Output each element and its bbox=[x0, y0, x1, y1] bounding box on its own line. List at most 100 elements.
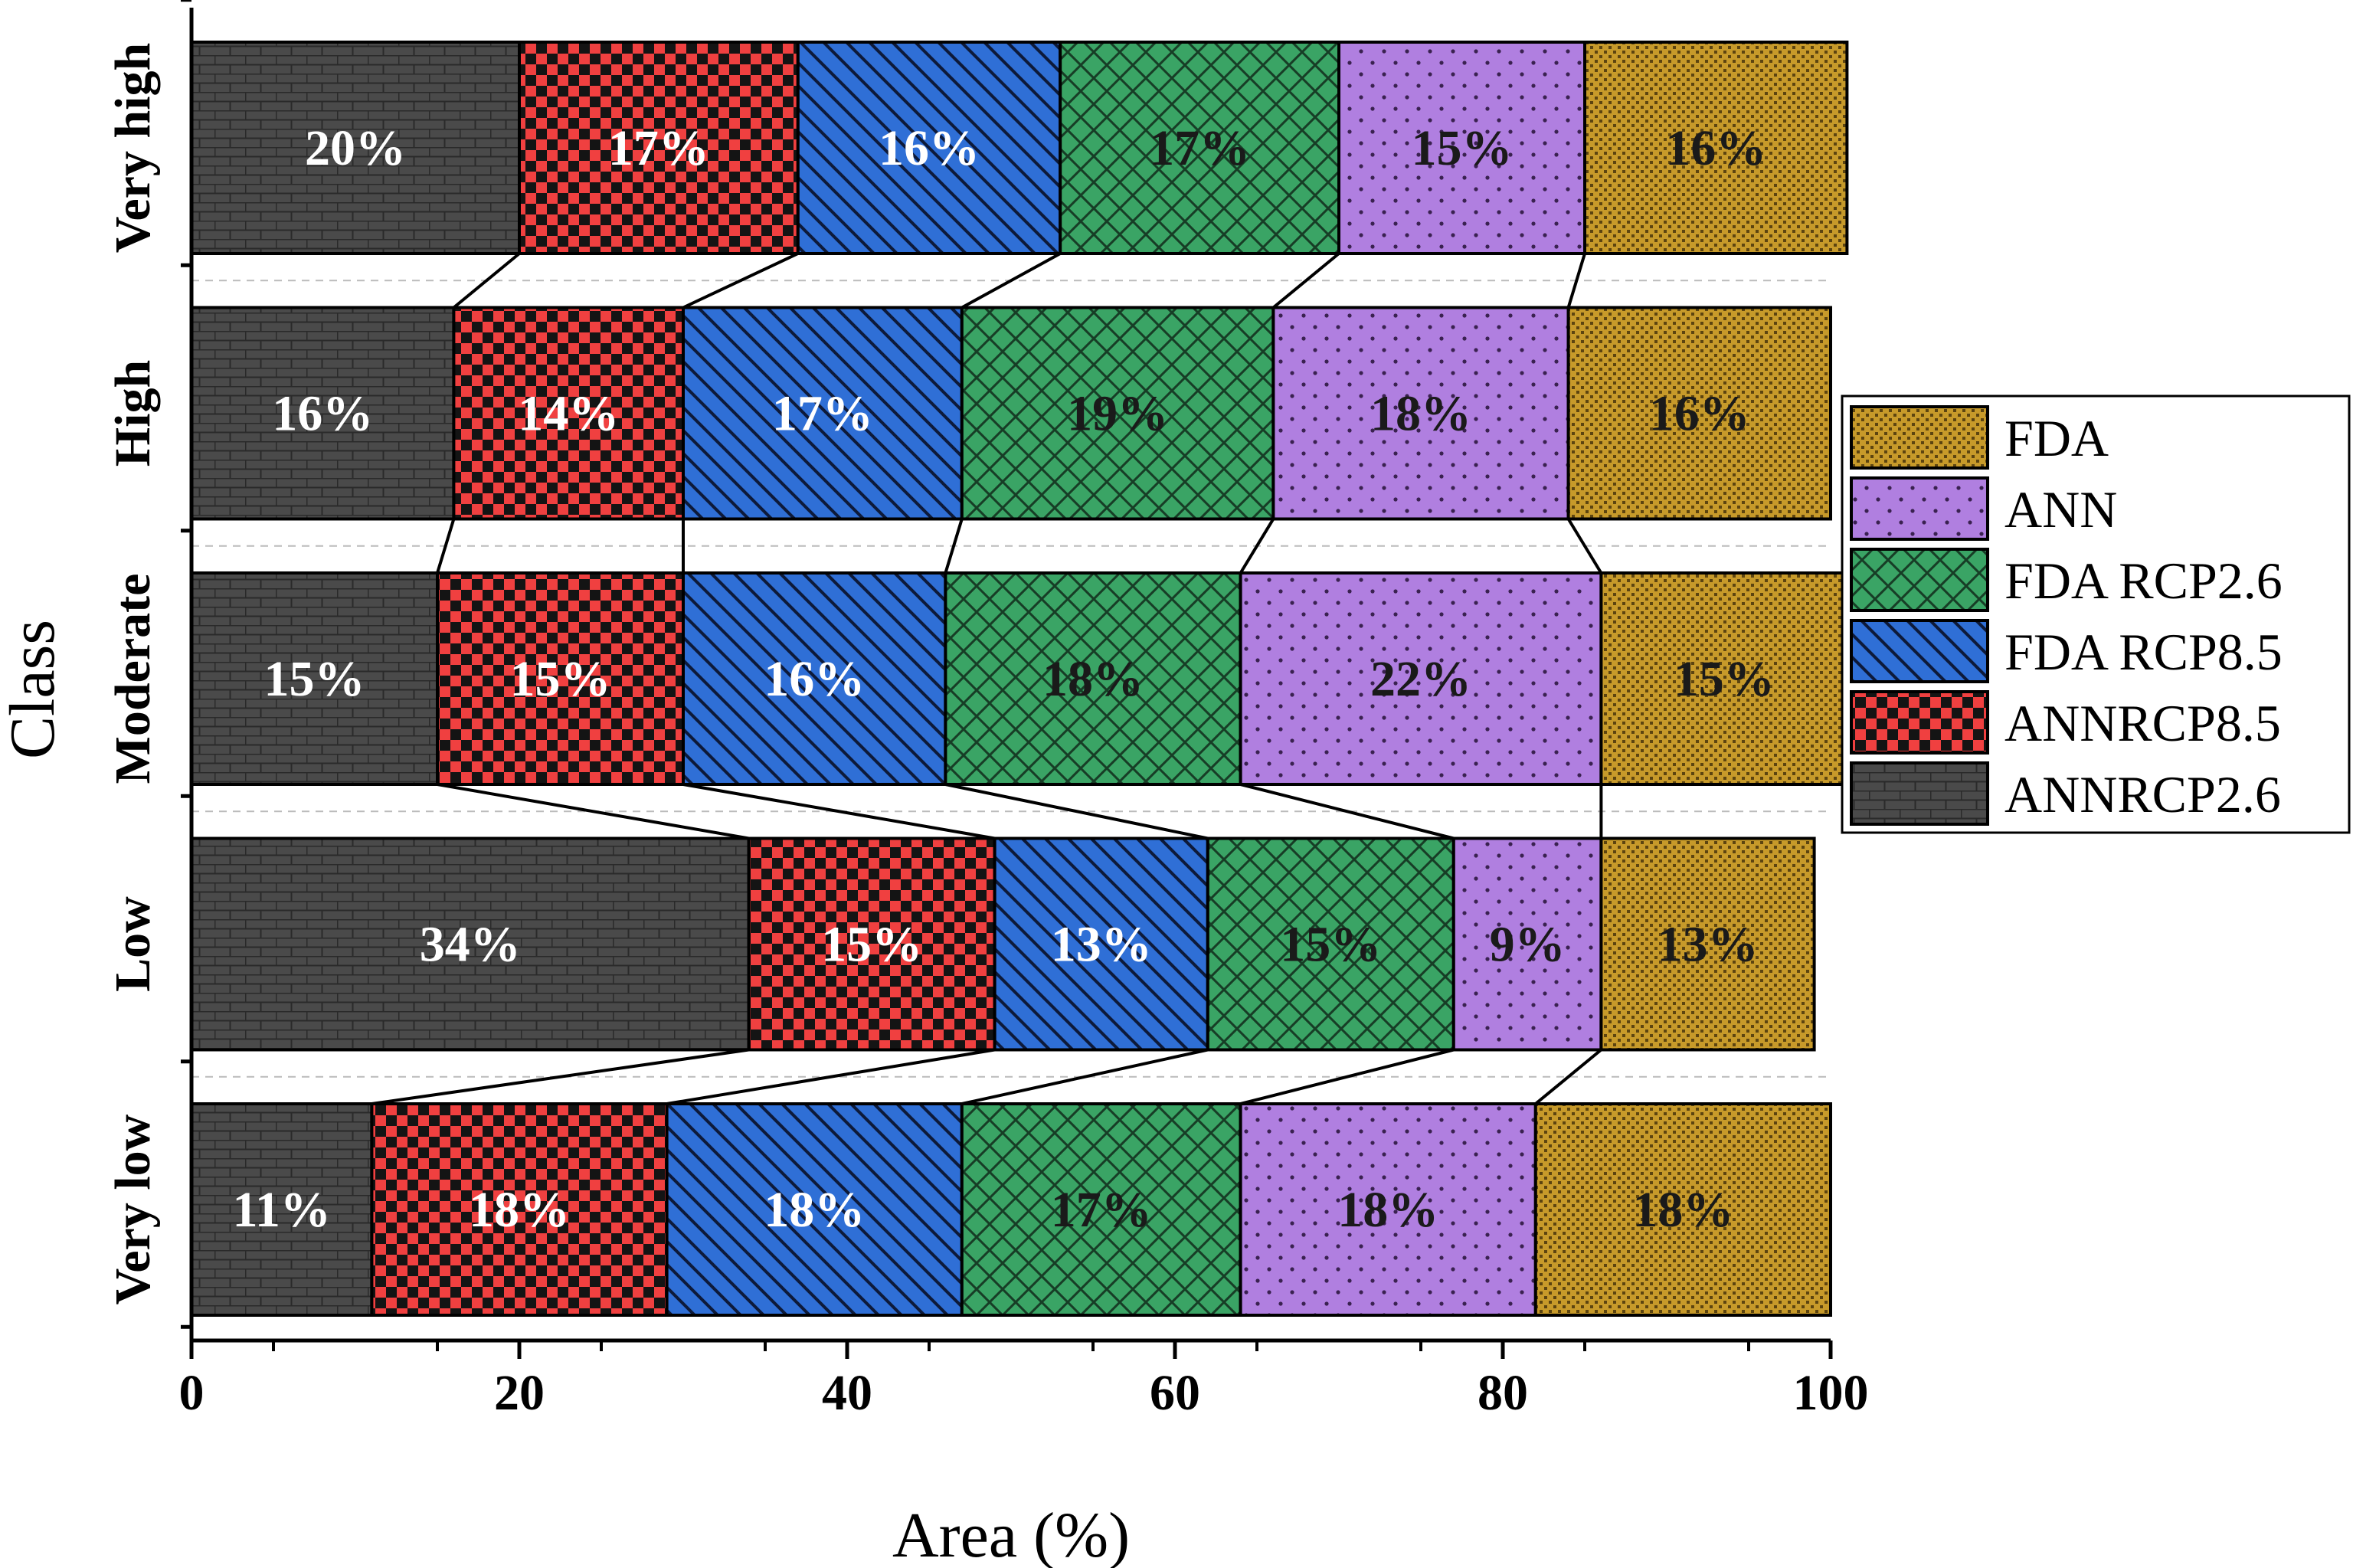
x-axis-title: Area (%) bbox=[892, 1500, 1130, 1568]
category-label-moderate: Moderate bbox=[105, 574, 161, 784]
bar-moderate-annrcp8-5 bbox=[436, 571, 685, 786]
connector-line bbox=[666, 1048, 995, 1105]
bar-very-low-fda-rcp8-5 bbox=[665, 1102, 964, 1317]
bar-high-fda-rcp8-5 bbox=[682, 306, 964, 521]
data-label-moderate-annrcp2-6: 15% bbox=[264, 651, 365, 707]
connector-line bbox=[1272, 252, 1340, 309]
bar-high-fda bbox=[1566, 306, 1832, 521]
legend-label-fda-rcp8-5: FDA RCP8.5 bbox=[2004, 623, 2283, 681]
x-tick-label: 100 bbox=[1793, 1365, 1869, 1421]
connector-line bbox=[944, 783, 1209, 840]
bar-low-annrcp2-6 bbox=[190, 836, 751, 1052]
connector-line bbox=[1239, 518, 1275, 574]
data-label-moderate-fda-rcp2-6: 18% bbox=[1042, 651, 1144, 707]
bar-very-low-fda bbox=[1533, 1102, 1833, 1317]
data-label-very-high-ann: 15% bbox=[1412, 120, 1513, 176]
bar-very-low-annrcp8-5 bbox=[370, 1102, 669, 1317]
legend-label-annrcp8-5: ANNRCP8.5 bbox=[2004, 694, 2281, 752]
category-label-low: Low bbox=[105, 896, 161, 992]
data-label-high-fda: 16% bbox=[1649, 386, 1750, 442]
data-label-high-annrcp8-5: 14% bbox=[518, 386, 619, 442]
connector-line bbox=[436, 518, 456, 574]
bar-low-fda-rcp2-6 bbox=[1206, 836, 1455, 1052]
bar-high-annrcp8-5 bbox=[452, 306, 686, 521]
bar-low-fda bbox=[1599, 836, 1816, 1052]
data-label-high-ann: 18% bbox=[1370, 386, 1471, 442]
data-label-moderate-annrcp8-5: 15% bbox=[510, 651, 611, 707]
bar-segments bbox=[190, 41, 1849, 1317]
data-label-high-fda-rcp8-5: 17% bbox=[772, 386, 873, 442]
data-label-very-low-annrcp8-5: 18% bbox=[469, 1182, 570, 1238]
legend-swatch-fda-rcp2-6 bbox=[1850, 548, 1989, 612]
y-axis-title: Class bbox=[0, 620, 68, 759]
data-label-very-low-fda: 18% bbox=[1632, 1182, 1733, 1238]
connector-line bbox=[944, 518, 964, 574]
data-label-low-annrcp8-5: 15% bbox=[821, 917, 922, 973]
bar-very-high-fda-rcp2-6 bbox=[1059, 41, 1340, 255]
data-label-moderate-ann: 22% bbox=[1370, 651, 1471, 707]
data-label-very-high-fda: 16% bbox=[1665, 120, 1766, 176]
category-label-very-high: Very high bbox=[105, 43, 161, 253]
legend-swatch-annrcp2-6 bbox=[1850, 761, 1989, 826]
bar-moderate-ann bbox=[1239, 571, 1603, 786]
connector-line bbox=[1240, 783, 1455, 840]
data-label-very-low-annrcp2-6: 11% bbox=[233, 1182, 331, 1238]
connector-line bbox=[961, 1048, 1209, 1105]
bar-low-annrcp8-5 bbox=[747, 836, 997, 1052]
data-label-very-high-annrcp8-5: 17% bbox=[608, 120, 709, 176]
x-tick-label: 60 bbox=[1150, 1365, 1200, 1421]
data-label-high-fda-rcp2-6: 19% bbox=[1067, 386, 1168, 442]
data-label-low-annrcp2-6: 34% bbox=[420, 917, 521, 973]
data-label-very-high-fda-rcp8-5: 16% bbox=[879, 120, 980, 176]
x-axis-ticks: 0 20 40 60 80 100 bbox=[179, 1340, 1869, 1421]
connector-line bbox=[1240, 1048, 1455, 1105]
bar-high-ann bbox=[1271, 306, 1570, 521]
legend-swatch-annrcp8-5 bbox=[1850, 690, 1989, 755]
x-tick-label: 80 bbox=[1478, 1365, 1528, 1421]
legend-label-ann: ANN bbox=[2004, 480, 2117, 538]
y-axis-category-labels: Very high High Moderate Low Very low bbox=[105, 43, 161, 1305]
bar-high-annrcp2-6 bbox=[190, 306, 456, 521]
data-label-moderate-fda: 15% bbox=[1674, 651, 1775, 707]
data-label-low-fda: 13% bbox=[1658, 917, 1759, 973]
legend-label-annrcp2-6: ANNRCP2.6 bbox=[2004, 765, 2281, 823]
connector-line bbox=[371, 1048, 749, 1105]
bar-very-high-fda bbox=[1583, 41, 1849, 255]
data-label-moderate-fda-rcp8-5: 16% bbox=[764, 651, 865, 707]
bar-low-fda-rcp8-5 bbox=[993, 836, 1209, 1052]
bar-moderate-fda-rcp8-5 bbox=[682, 571, 947, 786]
bar-moderate-annrcp2-6 bbox=[190, 571, 439, 786]
bar-very-low-fda-rcp2-6 bbox=[960, 1102, 1242, 1317]
bar-very-low-annrcp2-6 bbox=[190, 1102, 374, 1317]
legend-swatch-ann bbox=[1850, 476, 1989, 541]
connector-line bbox=[437, 783, 749, 840]
bar-moderate-fda-rcp2-6 bbox=[944, 571, 1242, 786]
legend-swatch-fda-rcp8-5 bbox=[1850, 619, 1989, 683]
data-labels: 20% 17% 16% 17% 15% 16% 16% 14% 17% 19% 18% 16% 15% 1… bbox=[233, 120, 1775, 1238]
bar-moderate-fda bbox=[1599, 571, 1849, 786]
legend-swatch-fda bbox=[1850, 405, 1989, 470]
connector-line bbox=[453, 252, 521, 309]
legend: FDA ANN FDA RCP2.6 FDA RCP8.5 ANNRCP8.5 ANNRC… bbox=[1841, 394, 2351, 834]
x-tick-label: 0 bbox=[179, 1365, 205, 1421]
legend-label-fda: FDA bbox=[2004, 409, 2109, 467]
bar-very-high-ann bbox=[1337, 41, 1586, 255]
bar-very-high-annrcp2-6 bbox=[190, 41, 521, 255]
data-label-low-fda-rcp8-5: 13% bbox=[1051, 917, 1152, 973]
axes bbox=[181, 0, 1831, 1343]
connector-line bbox=[682, 252, 799, 309]
data-label-very-low-ann: 18% bbox=[1337, 1182, 1438, 1238]
data-label-very-low-fda-rcp2-6: 17% bbox=[1051, 1182, 1152, 1238]
category-label-very-low: Very low bbox=[105, 1114, 161, 1304]
bar-low-ann bbox=[1451, 836, 1603, 1052]
x-tick-label: 20 bbox=[494, 1365, 545, 1421]
legend-label-fda-rcp2-6: FDA RCP2.6 bbox=[2004, 552, 2283, 610]
data-label-very-low-fda-rcp8-5: 18% bbox=[764, 1182, 865, 1238]
x-tick-label: 40 bbox=[822, 1365, 872, 1421]
data-label-very-high-annrcp2-6: 20% bbox=[305, 120, 406, 176]
bar-very-low-ann bbox=[1239, 1102, 1537, 1317]
connector-line bbox=[1566, 253, 1586, 309]
connector-line bbox=[1566, 518, 1603, 574]
connector-line bbox=[1534, 1048, 1602, 1105]
